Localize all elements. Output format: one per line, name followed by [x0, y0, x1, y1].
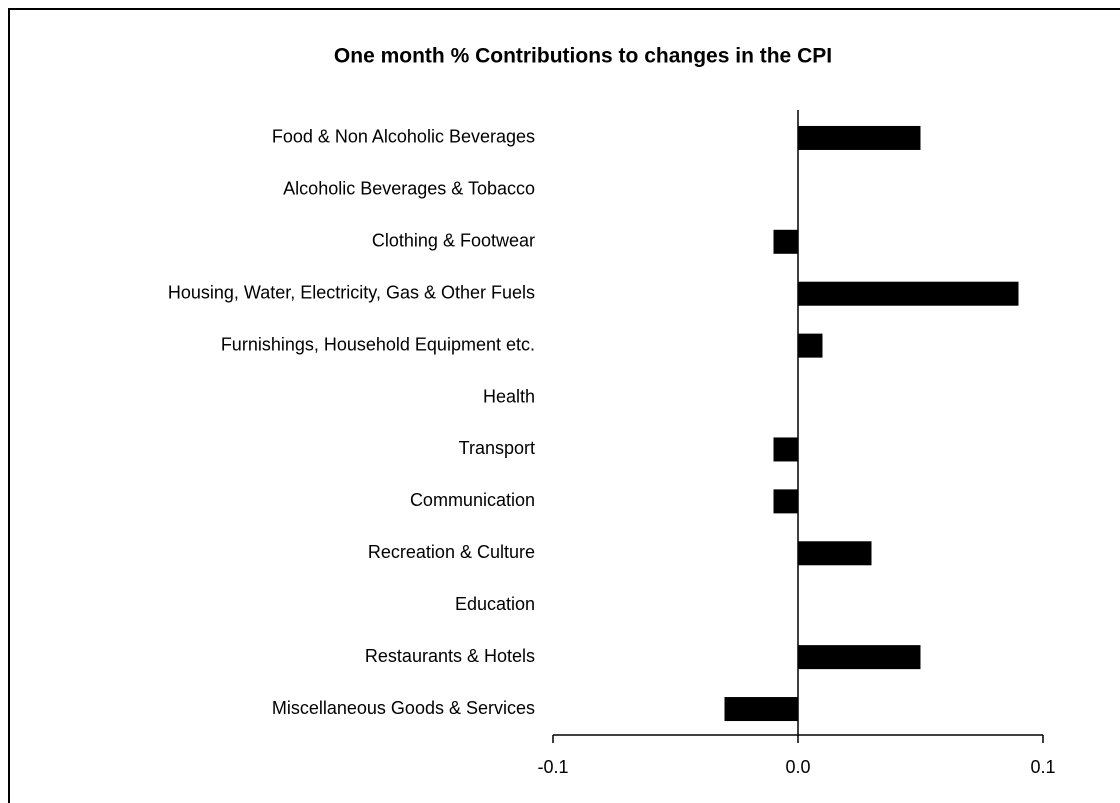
y-tick-label: Education	[455, 594, 535, 614]
bar	[773, 437, 798, 462]
bar	[798, 333, 823, 358]
bar	[798, 125, 921, 150]
y-tick-label: Transport	[459, 438, 535, 458]
bar	[724, 697, 798, 722]
y-tick-label: Restaurants & Hotels	[365, 646, 535, 666]
chart-title: One month % Contributions to changes in …	[334, 45, 832, 68]
chart-frame	[8, 8, 1120, 803]
y-tick-label: Housing, Water, Electricity, Gas & Other…	[168, 282, 535, 302]
y-tick-label: Health	[483, 386, 535, 406]
bar	[798, 541, 872, 566]
bar	[798, 645, 921, 670]
y-tick-label: Miscellaneous Goods & Services	[272, 698, 535, 718]
y-tick-label: Food & Non Alcoholic Beverages	[272, 127, 535, 147]
bar	[773, 229, 798, 254]
y-tick-label: Furnishings, Household Equipment etc.	[221, 334, 535, 354]
x-tick-label: 0.1	[1030, 757, 1055, 777]
y-tick-label: Alcoholic Beverages & Tobacco	[283, 179, 535, 199]
x-tick-label: -0.1	[537, 757, 568, 777]
y-tick-label: Recreation & Culture	[368, 542, 535, 562]
bar	[773, 489, 798, 514]
bar	[798, 281, 1019, 306]
x-tick-label: 0.0	[785, 757, 810, 777]
y-tick-label: Clothing & Footwear	[372, 231, 535, 251]
y-tick-label: Communication	[410, 490, 535, 510]
